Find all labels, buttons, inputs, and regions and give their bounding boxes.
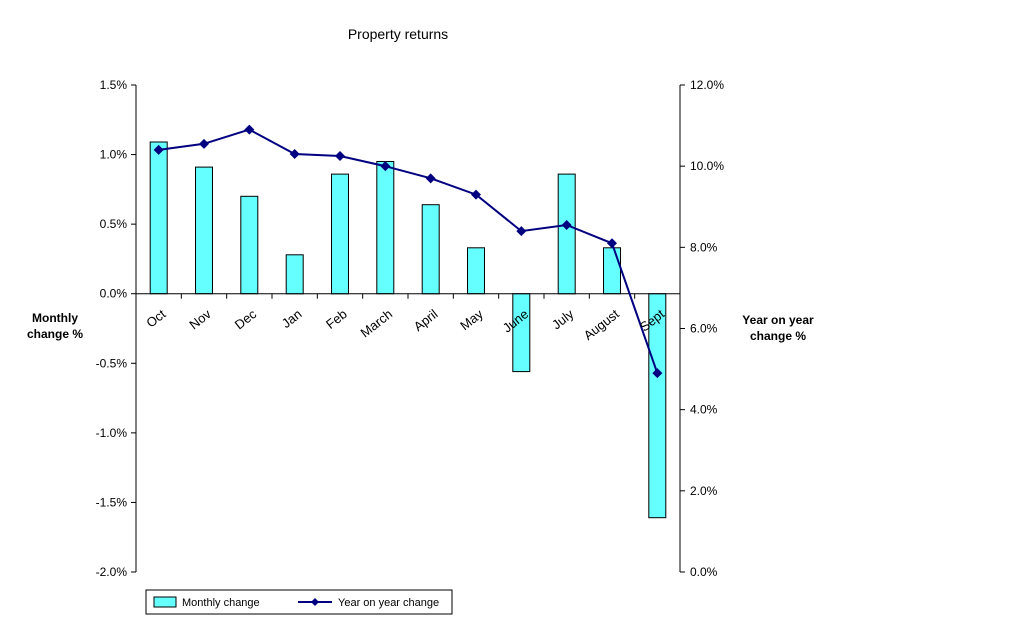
x-tick-label-jan: Jan	[279, 306, 305, 331]
bar-april	[421, 204, 440, 295]
x-tick-label-feb: Feb	[323, 306, 350, 332]
line-point-nov	[199, 138, 209, 149]
right-axis-title-line: Year on year	[742, 313, 814, 327]
legend-label-monthly: Monthly change	[182, 597, 260, 609]
left-tick-label: 1.0%	[100, 148, 128, 162]
axes-layer	[131, 84, 685, 573]
bar-nov	[195, 166, 213, 295]
labels-layer: 1.5% 1.0% 0.5% 0.0% -0.5% -1.0% -1.5% -2.0% 12.0…	[27, 78, 814, 579]
left-axis-title: Monthly change %	[27, 311, 83, 341]
legend: Monthly change Year on year change	[145, 589, 453, 615]
line-point-june	[516, 226, 527, 237]
bars-layer	[149, 141, 667, 519]
right-tick-label: 0.0%	[690, 565, 718, 579]
x-tick-label-august: August	[581, 306, 622, 343]
x-tick-label-july: July	[549, 306, 577, 332]
x-tick-label-march: March	[357, 306, 395, 340]
right-tick-label: 10.0%	[690, 159, 724, 173]
legend-label-yoy: Year on year change	[338, 597, 439, 609]
line-point-oct	[153, 144, 164, 155]
x-tick-label-oct: Oct	[143, 306, 168, 331]
line-point-jan	[289, 148, 300, 159]
left-tick-label: 1.5%	[100, 78, 128, 92]
left-axis-title-line: Monthly	[32, 311, 78, 325]
line-point-august	[607, 238, 617, 249]
right-tick-label: 8.0%	[690, 240, 718, 254]
year-on-year-line	[158, 128, 659, 374]
line-point-may	[471, 189, 481, 200]
left-tick-label: -2.0%	[96, 565, 128, 579]
bar-june	[512, 293, 531, 373]
line-point-july	[561, 220, 572, 231]
left-tick-label: 0.0%	[100, 287, 128, 301]
line-point-april	[425, 173, 436, 184]
right-tick-label: 6.0%	[690, 322, 718, 336]
bar-august	[603, 247, 621, 295]
x-tick-label-may: May	[457, 306, 486, 333]
bar-dec	[240, 195, 259, 295]
chart-title: Property returns	[348, 26, 448, 42]
right-axis-title-line: change %	[750, 329, 806, 343]
line-point-sept	[652, 368, 663, 379]
x-tick-label-nov: Nov	[186, 306, 214, 332]
right-tick-label: 12.0%	[690, 78, 724, 92]
bar-may	[467, 247, 485, 295]
left-axis-title-line: change %	[27, 327, 83, 341]
bar-july	[557, 173, 576, 295]
right-tick-label: 2.0%	[690, 484, 718, 498]
left-tick-label: -1.5%	[96, 495, 128, 509]
left-tick-label: 0.5%	[100, 217, 128, 231]
bar-march	[376, 161, 395, 295]
right-tick-label: 4.0%	[690, 403, 718, 417]
bar-jan	[285, 254, 304, 295]
bar-oct	[149, 141, 168, 295]
left-tick-label: -1.0%	[96, 426, 128, 440]
line-layer	[153, 124, 663, 379]
line-point-dec	[244, 124, 255, 135]
legend-swatch-yoy-marker	[311, 598, 319, 606]
line-point-feb	[335, 151, 345, 162]
right-axis-title: Year on year change %	[742, 313, 814, 343]
line-point-march	[380, 161, 391, 172]
x-tick-label-dec: Dec	[232, 306, 260, 332]
left-tick-label: -0.5%	[96, 356, 128, 370]
legend-swatch-monthly	[153, 596, 177, 608]
x-tick-label-april: April	[411, 306, 441, 334]
bar-feb	[331, 173, 349, 295]
